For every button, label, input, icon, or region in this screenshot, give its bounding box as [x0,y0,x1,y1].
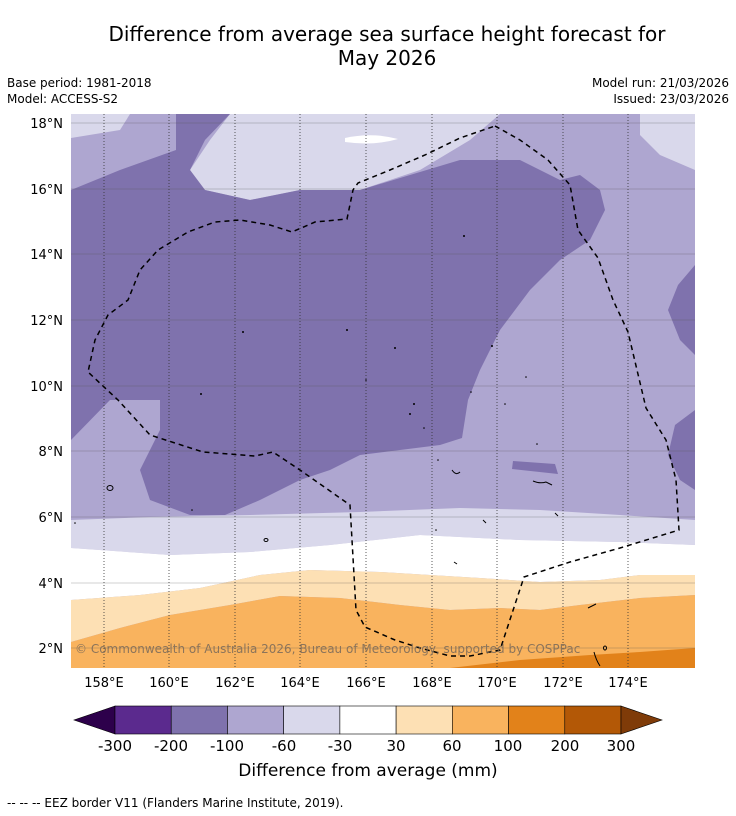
lat-label: 16°N [30,183,63,198]
colorbar-tick: 200 [551,737,580,755]
eez-border [87,125,680,657]
model-run: Model run: 21/03/2026 [591,76,729,90]
colorbar-tick: -30 [328,737,353,755]
band-minus60-top-middle [190,114,500,200]
lon-label: 160°E [149,676,189,691]
colorbar-over-arrow [620,705,663,735]
colorbar-segment [170,705,228,735]
lon-label: 166°E [346,676,386,691]
colorbar-tick: 300 [607,737,636,755]
band-plus60 [71,595,695,668]
colorbar-title: Difference from average (mm) [238,761,498,781]
band-minus200-streak [512,461,558,474]
band-minus60-south [71,508,695,555]
title-line-1: Difference from average sea surface heig… [108,22,666,46]
band-minus60-top-left [71,114,130,138]
band-neutral-south [71,535,695,600]
lat-label: 10°N [30,380,63,395]
base-period: Base period: 1981-2018 [7,76,152,90]
lon-label: 164°E [280,676,320,691]
band-minus60-top-right [640,114,695,170]
band-minus200-main [71,114,605,515]
colorbar-segment [508,705,566,735]
colorbar-segment [395,705,453,735]
colorbar-segment [564,705,622,735]
sea-level-map: © Commonwealth of Australia 2026, Bureau… [30,114,695,755]
colorbar-tick: -100 [210,737,244,755]
issued-date: Issued: 23/03/2026 [613,92,729,106]
lat-label: 4°N [39,577,64,592]
colorbar-segment [114,705,172,735]
lon-label: 174°E [608,676,648,691]
band-minus200-right-bottom [668,410,695,490]
islands [106,469,607,667]
colorbar-segment [227,705,284,735]
band-plus100 [450,648,695,668]
colorbar-tick: 100 [494,737,523,755]
lat-label: 18°N [30,117,63,132]
colorbar-tick: 30 [386,737,405,755]
model-name: Model: ACCESS-S2 [7,92,119,106]
band-minus200-right-top [668,265,695,355]
meta-right: Model run: 21/03/2026 Issued: 23/03/2026 [592,75,729,107]
chart-title: Difference from average sea surface heig… [0,22,736,70]
lat-label: 6°N [39,511,64,526]
title-line-2: May 2026 [337,46,437,70]
eez-legend-note: -- -- -- EEZ border V11 (Flanders Marine… [7,796,344,810]
lon-label: 162°E [215,676,255,691]
colorbar-segment [283,705,341,735]
lat-gridlines [71,122,695,649]
colorbar-tick: 60 [442,737,461,755]
colorbar-segment [452,705,509,735]
meta-left: Base period: 1981-2018 Model: ACCESS-S2 [7,75,152,107]
lat-label: 14°N [30,248,63,263]
colorbar-tick: -60 [272,737,297,755]
colorbar-ticks: -300 -200 -100 -60 -30 30 60 100 200 300 [98,737,635,755]
lon-label: 158°E [84,676,124,691]
band-neutral-blob [345,135,398,144]
colorbar [73,705,663,735]
band-plus30 [71,570,695,642]
lon-label: 168°E [412,676,452,691]
contour-fill [71,114,695,668]
lon-label: 172°E [543,676,583,691]
copyright-text: © Commonwealth of Australia 2026, Bureau… [75,642,580,656]
lon-gridlines [103,114,629,668]
lat-label: 8°N [39,445,64,460]
lat-label: 2°N [39,642,64,657]
colorbar-tick: -300 [98,737,132,755]
colorbar-under-arrow [73,705,116,735]
colorbar-tick: -200 [154,737,188,755]
lon-labels: 158°E 160°E 162°E 164°E 166°E 168°E 170°… [84,676,648,691]
colorbar-segment [339,705,397,735]
lat-labels: 18°N 16°N 14°N 12°N 10°N 8°N 6°N 4°N 2°N [30,117,63,657]
lon-label: 170°E [477,676,517,691]
atoll-dots [74,235,538,531]
lat-label: 12°N [30,314,63,329]
